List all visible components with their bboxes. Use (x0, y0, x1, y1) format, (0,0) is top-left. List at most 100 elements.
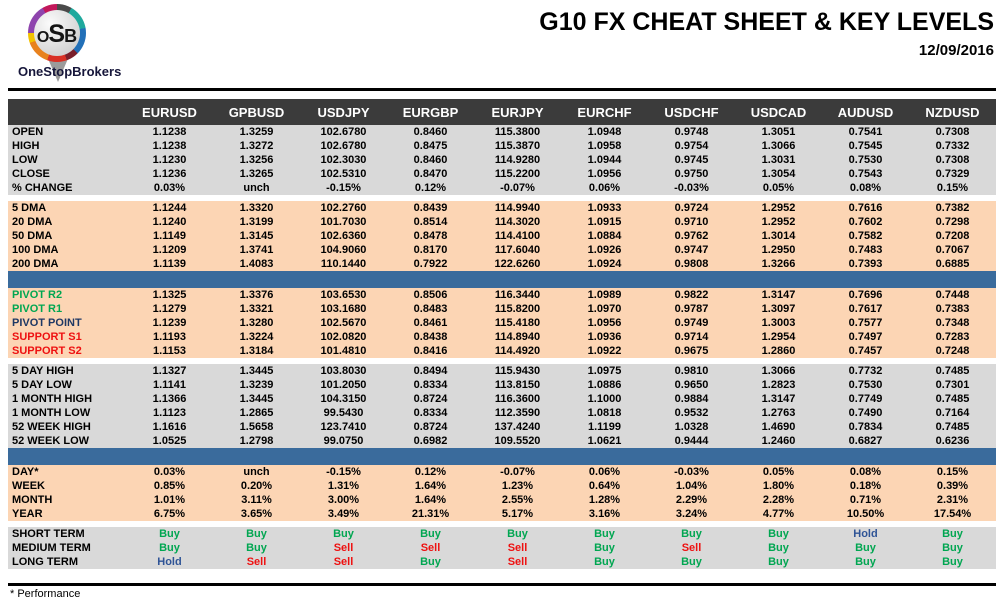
cell: 123.7410 (320, 421, 367, 433)
column-header-nzdusd: NZDUSD (925, 104, 980, 120)
cell: 1.2952 (761, 216, 796, 228)
cell: Buy (594, 542, 615, 554)
cell: 0.7208 (935, 230, 970, 242)
cell: 1.1149 (152, 230, 187, 242)
cell: -0.15% (326, 466, 361, 478)
cell: 1.3741 (239, 244, 274, 256)
table-row: 1 MONTH HIGH 1.1366 1.3445 104.3150 0.8724 11… (8, 392, 996, 406)
section-gap (8, 195, 996, 201)
cell: Buy (681, 556, 702, 568)
cell: 1.1139 (152, 258, 187, 270)
row-label: 52 WEEK LOW (12, 435, 90, 447)
cell: 0.9714 (674, 331, 709, 343)
cell: 0.7602 (848, 216, 883, 228)
cell: 102.6780 (320, 140, 367, 152)
cell: 0.8460 (413, 154, 448, 166)
cell: Buy (159, 542, 180, 554)
cell: 0.9444 (674, 435, 709, 447)
logo-letter: B (64, 26, 78, 46)
cell: 115.8200 (494, 303, 541, 315)
cell: 1.3051 (761, 126, 796, 138)
row-label: OPEN (12, 126, 44, 138)
cell: 1.0621 (587, 435, 622, 447)
cell: 115.3800 (494, 126, 541, 138)
cell: 0.9650 (674, 379, 709, 391)
cell: 0.12% (414, 466, 447, 478)
table-row: SUPPORT S1 1.1193 1.3224 102.0820 0.8438 114.… (8, 330, 996, 344)
cell: Buy (507, 528, 528, 540)
row-label: SUPPORT S2 (12, 345, 82, 357)
cell: 0.7348 (935, 317, 970, 329)
cell: 0.7543 (848, 168, 883, 180)
cell: 99.5430 (323, 407, 364, 419)
cell: 0.08% (849, 182, 882, 194)
table-row: WEEK 0.85% 0.20% 1.31% 1.64% 1.23% 0.64% 1.04% 1… (8, 479, 996, 493)
logo-letter: O (36, 29, 50, 46)
cell: 1.3014 (761, 230, 796, 242)
cell: 0.8416 (413, 345, 448, 357)
cell: 1.0958 (587, 140, 622, 152)
cell: 137.4240 (494, 421, 541, 433)
cell: 1.3445 (239, 365, 274, 377)
cell: 1.1000 (587, 393, 622, 405)
cell: 1.64% (414, 494, 447, 506)
column-header-eurjpy: EURJPY (491, 104, 544, 120)
cell: 0.7732 (848, 365, 883, 377)
row-label: SUPPORT S1 (12, 331, 82, 343)
cell: 17.54% (933, 508, 972, 520)
cell: 1.0525 (152, 435, 187, 447)
cell: 0.8470 (413, 168, 448, 180)
cell: 1.1123 (152, 407, 187, 419)
cell: 3.16% (588, 508, 621, 520)
cell: 1.04% (675, 480, 708, 492)
column-header-usdchf: USDCHF (664, 104, 719, 120)
column-header-eurgbp: EURGBP (402, 104, 459, 120)
cell: 0.7617 (848, 303, 883, 315)
table-body: OPEN 1.1238 1.3259 102.6780 0.8460 115.3800 1.… (8, 125, 996, 569)
cell: 0.7485 (935, 393, 970, 405)
cell: Buy (855, 556, 876, 568)
osb-logo-icon: O S B (28, 4, 86, 62)
cell: 0.39% (936, 480, 969, 492)
cell: 1.0944 (587, 154, 622, 166)
table-row: 50 DMA 1.1149 1.3145 102.6360 0.8478 114.4100… (8, 229, 996, 243)
cell: -0.03% (674, 466, 709, 478)
cell: 0.05% (762, 182, 795, 194)
cell: 1.0933 (587, 202, 622, 214)
top-divider-line (8, 88, 996, 91)
cell: 21.31% (411, 508, 450, 520)
cell: 1.3003 (761, 317, 796, 329)
cell: 0.7490 (848, 407, 883, 419)
table-row: 100 DMA 1.1209 1.3741 104.9060 0.8170 117.604… (8, 243, 996, 257)
cell: Buy (159, 528, 180, 540)
column-header-eurchf: EURCHF (577, 104, 632, 120)
cell: 109.5520 (494, 435, 541, 447)
cell: 0.7582 (848, 230, 883, 242)
table-row: PIVOT POINT 1.1239 1.3280 102.5670 0.8461 115… (8, 316, 996, 330)
cell: 0.9710 (674, 216, 709, 228)
cell: 103.8030 (320, 365, 367, 377)
section-pivots: PIVOT R2 1.1325 1.3376 103.6530 0.8506 116.34… (8, 288, 996, 358)
row-label: MONTH (12, 494, 53, 506)
cell: 4.77% (762, 508, 795, 520)
cell: 1.3272 (239, 140, 274, 152)
row-label: 1 MONTH HIGH (12, 393, 93, 405)
cell: 0.9822 (674, 289, 709, 301)
cell: 0.7545 (848, 140, 883, 152)
cell: 115.9430 (494, 365, 541, 377)
cell: 102.2760 (320, 202, 367, 214)
cell: 0.15% (936, 466, 969, 478)
cell: 0.9532 (674, 407, 709, 419)
table-row: CLOSE 1.1236 1.3265 102.5310 0.8470 115.2200 1… (8, 167, 996, 181)
cell: 1.3280 (239, 317, 274, 329)
cell: -0.07% (500, 182, 535, 194)
cell: 1.5658 (239, 421, 274, 433)
row-label: WEEK (12, 480, 45, 492)
column-header-gpbusd: GPBUSD (228, 104, 285, 120)
cell: 99.0750 (323, 435, 364, 447)
cell: 104.9060 (320, 244, 367, 256)
cell: 0.15% (936, 182, 969, 194)
cell: Buy (768, 542, 789, 554)
section-signals: SHORT TERM Buy Buy Buy Buy Buy Buy Buy Buy Hold Bu… (8, 527, 996, 569)
cell: Buy (420, 528, 441, 540)
